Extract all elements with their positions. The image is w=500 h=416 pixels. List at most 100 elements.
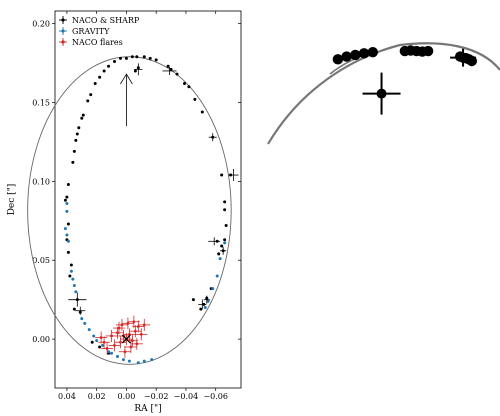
naco-sharp-point [98, 75, 102, 79]
gravity-point [65, 233, 69, 237]
gravity-point [150, 358, 154, 362]
naco-sharp-point [65, 195, 69, 199]
naco-sharp-point [220, 173, 224, 177]
naco-sharp-point [175, 72, 179, 76]
naco-sharp-point [224, 224, 228, 228]
legend-entry: NACO flares [72, 38, 123, 47]
gravity-point [223, 241, 227, 245]
naco-sharp-point [199, 307, 203, 311]
naco-sharp-point [154, 58, 158, 62]
gravity-point [92, 334, 96, 338]
naco-sharp-point [220, 244, 224, 248]
gravity-point [107, 350, 111, 354]
gravity-point [211, 287, 215, 291]
flare-point [123, 350, 127, 354]
y-tick-label: 0.20 [32, 20, 50, 29]
y-tick-label: 0.15 [32, 98, 50, 107]
naco-sharp-point [193, 97, 197, 101]
legend-entry: NACO & SHARP [72, 16, 140, 25]
flare-point [130, 339, 134, 343]
gravity-point [121, 358, 125, 362]
zoom-data-point [332, 54, 344, 65]
naco-sharp-point [72, 149, 76, 153]
naco-sharp-point [71, 160, 75, 164]
legend-entry: GRAVITY [72, 27, 110, 36]
zoom-data-point [422, 45, 434, 57]
main-orbit-plot: 0.04 0.02 0.00 −0.02 −0.04 −0.06 0.00 0.05 0.10 0… [7, 10, 242, 414]
zoom-inset-plot [267, 42, 500, 145]
y-axis-label: Dec ["] [7, 184, 17, 216]
naco-sharp-point [107, 64, 111, 68]
x-tick-label: 0.00 [118, 392, 136, 401]
naco-sharp-point [66, 183, 70, 187]
x-tick-label: −0.06 [203, 392, 228, 401]
naco-sharp-point [200, 110, 204, 114]
plot-frame [54, 10, 242, 389]
naco-sharp-point [142, 55, 146, 59]
zoom-data-point [358, 48, 370, 59]
naco-sharp-point [68, 274, 72, 278]
gravity-point [72, 283, 76, 287]
flare-point [119, 340, 122, 344]
naco-sharp-point [182, 82, 186, 86]
naco-sharp-point [133, 69, 137, 73]
naco-sharp-point [63, 198, 67, 202]
naco-sharp-point [89, 93, 93, 97]
naco-sharp-point [130, 55, 134, 59]
gravity-point [101, 343, 105, 347]
naco-sharp-point [81, 113, 85, 117]
flare-point [135, 342, 139, 346]
zoom-error-point [376, 88, 387, 99]
flare-point [132, 320, 136, 324]
naco-sharp-point [90, 340, 94, 344]
gravity-point [95, 339, 99, 343]
naco-sharp-point [66, 222, 70, 226]
flare-point [110, 334, 113, 338]
flare-point [116, 331, 119, 335]
gravity-point [63, 227, 67, 231]
y-tick-label: 0.05 [32, 256, 50, 265]
x-axis-label: RA ["] [134, 404, 161, 414]
flare-point [129, 345, 133, 349]
gravity-point [69, 269, 73, 273]
naco-sharp-point [98, 345, 102, 349]
legend-marker-dot [61, 29, 65, 33]
naco-sharp-point [72, 307, 76, 311]
gravity-point [215, 274, 219, 278]
legend-marker-dot [61, 40, 65, 44]
naco-sharp-point [80, 116, 84, 120]
gravity-point [80, 317, 84, 321]
flare-point [133, 329, 137, 333]
gravity-point [87, 328, 91, 332]
flare-point [136, 325, 140, 328]
y-tick-label: 0.00 [32, 335, 50, 344]
naco-sharp-point [124, 56, 128, 60]
x-tick-label: −0.04 [174, 392, 199, 401]
flare-point [105, 347, 109, 350]
gravity-point [65, 209, 69, 213]
flare-point [113, 344, 116, 347]
naco-sharp-point [187, 85, 191, 89]
gravity-point [66, 239, 70, 243]
naco-sharp-point [191, 298, 195, 302]
gravity-point [83, 321, 87, 325]
naco-sharp-point [66, 250, 70, 254]
legend-marker-dot [61, 18, 65, 22]
naco-sharp-point [169, 67, 173, 71]
naco-sharp-point [148, 56, 152, 60]
zoom-error-point [458, 52, 469, 63]
naco-sharp-point [223, 208, 227, 212]
naco-sharp-point [69, 263, 73, 267]
flare-point [117, 326, 121, 330]
gravity-point [206, 299, 210, 303]
naco-sharp-point [77, 126, 81, 130]
x-tick-label: 0.04 [58, 392, 76, 401]
arrow-head [120, 73, 133, 85]
gravity-point [74, 290, 78, 294]
naco-sharp-point [217, 252, 221, 256]
gravity-point [115, 354, 119, 358]
naco-sharp-point [102, 69, 106, 73]
flare-point [139, 332, 143, 336]
y-tick-label: 0.10 [32, 177, 50, 186]
